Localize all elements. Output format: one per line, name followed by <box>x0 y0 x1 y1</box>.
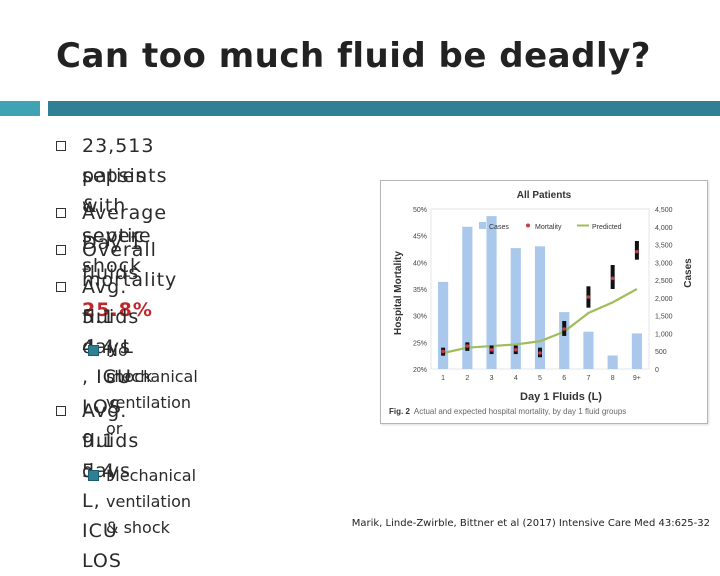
y2-tick-label: 0 <box>655 367 659 374</box>
legend-label-mortality: Mortality <box>535 224 562 231</box>
x-tick-label: 9+ <box>633 375 641 382</box>
y-tick-label: 50% <box>413 207 427 214</box>
bullet-4-line-1: Avg. fluids 4.4 L , ICU LOS <box>82 276 140 418</box>
mortality-chart: All Patients 20% 25% 30% 35% 40% 45% 50% 0 500 1,… <box>389 190 694 416</box>
y2-tick-label: 2,000 <box>655 296 673 303</box>
figure-caption: Fig. 2 Actual and expected hospital morta… <box>389 407 626 416</box>
bullet-square-icon <box>56 282 66 292</box>
header-accent-bar-left <box>0 101 40 116</box>
cases-bar <box>462 226 473 369</box>
bullet-1-line-1: 23,513 patients with severe <box>82 135 168 247</box>
y2-tick-label: 2,500 <box>655 278 673 285</box>
bullet-5-sub-line-1: Mechanical ventilation & shock <box>106 466 197 537</box>
mortality-point <box>538 351 542 355</box>
caption-label: Fig. 2 <box>389 407 410 416</box>
mortality-point <box>610 276 615 281</box>
bullet-2-line-1: Average Day 1 fluids <box>82 202 168 284</box>
mortality-point <box>635 249 639 254</box>
x-tick-label: 7 <box>586 375 590 382</box>
x-tick-label: 8 <box>611 375 615 382</box>
mortality-point <box>489 348 494 352</box>
x-tick-label: 1 <box>441 375 445 382</box>
x-tick-label: 4 <box>514 375 518 382</box>
y-axis-label: Hospital Mortality <box>393 251 404 335</box>
y-tick-label: 20% <box>413 367 427 374</box>
x-tick-label: 3 <box>490 375 494 382</box>
chart-title: All Patients <box>517 190 572 201</box>
mortality-point <box>441 349 445 354</box>
cases-bar <box>559 312 570 369</box>
y-tick-label: 40% <box>413 260 427 267</box>
chart-axes: 20% 25% 30% 35% 40% 45% 50% 0 500 1,000 1,500 2,000… <box>413 207 673 382</box>
sub-bullet-icon <box>88 470 99 481</box>
legend-swatch-mortality <box>526 223 530 228</box>
cases-bar <box>486 216 497 369</box>
y-tick-label: 25% <box>413 340 427 347</box>
cases-bar <box>583 331 594 369</box>
cases-bar <box>510 248 521 369</box>
predicted-line <box>442 288 638 355</box>
y-tick-label: 30% <box>413 314 427 321</box>
legend-swatch-cases <box>479 222 486 229</box>
bullet-square-icon <box>56 141 66 151</box>
predicted-line-group <box>442 288 638 355</box>
y-tick-label: 45% <box>413 234 427 241</box>
x-tick-label: 5 <box>538 375 542 382</box>
y2-tick-label: 3,000 <box>655 260 673 267</box>
bullet-3-prefix: Overall mortality <box>82 239 178 291</box>
chart-legend: Cases Mortality Predicted <box>479 222 622 231</box>
header-accent-bar-right <box>48 101 720 116</box>
mortality-markers <box>441 241 639 358</box>
mortality-point <box>465 344 470 348</box>
x-axis-label: Day 1 Fluids (L) <box>520 391 602 403</box>
legend-label-predicted: Predicted <box>592 224 622 231</box>
x-tick-label: 2 <box>465 375 469 382</box>
y2-tick-label: 3,500 <box>655 243 673 250</box>
legend-label-cases: Cases <box>489 224 509 231</box>
bullet-4-sub-line-2: shock <box>106 367 153 386</box>
x-tick-label: 6 <box>562 375 566 382</box>
mortality-point <box>513 348 518 352</box>
caption-text: Actual and expected hospital mortality, … <box>414 407 626 416</box>
slide-title: Can too much fluid be deadly? <box>56 36 652 76</box>
chart-figure: All Patients 20% 25% 30% 35% 40% 45% 50% 0 500 1,… <box>380 180 708 424</box>
bullet-4-sub-line-1: No mechanical ventilation or <box>106 341 198 438</box>
mortality-point <box>586 295 591 299</box>
mortality-point <box>562 327 567 331</box>
y2-tick-label: 500 <box>655 349 667 356</box>
bullet-square-icon <box>56 406 66 416</box>
citation: Marik, Linde-Zwirble, Bittner et al (201… <box>351 518 710 529</box>
y2-tick-label: 1,000 <box>655 331 673 338</box>
bullet-square-icon <box>56 245 66 255</box>
y2-axis-label: Cases <box>683 258 694 288</box>
y2-tick-label: 4,000 <box>655 225 673 232</box>
mortality-highlight: 25.8% <box>82 299 153 321</box>
bullet-1-line-2: sepsis & septic shock <box>82 165 147 277</box>
bullet-square-icon <box>56 208 66 218</box>
y2-tick-label: 4,500 <box>655 207 673 214</box>
cases-bar <box>534 246 546 369</box>
cases-bar <box>631 333 642 369</box>
cases-bar <box>438 281 449 369</box>
y2-tick-label: 1,500 <box>655 314 673 321</box>
cases-bars <box>438 216 642 369</box>
bullet-3-text: Overall mortality 25.8% <box>82 235 177 325</box>
sub-bullet-icon <box>88 345 99 356</box>
y-tick-label: 35% <box>413 287 427 294</box>
cases-bar <box>607 355 618 369</box>
